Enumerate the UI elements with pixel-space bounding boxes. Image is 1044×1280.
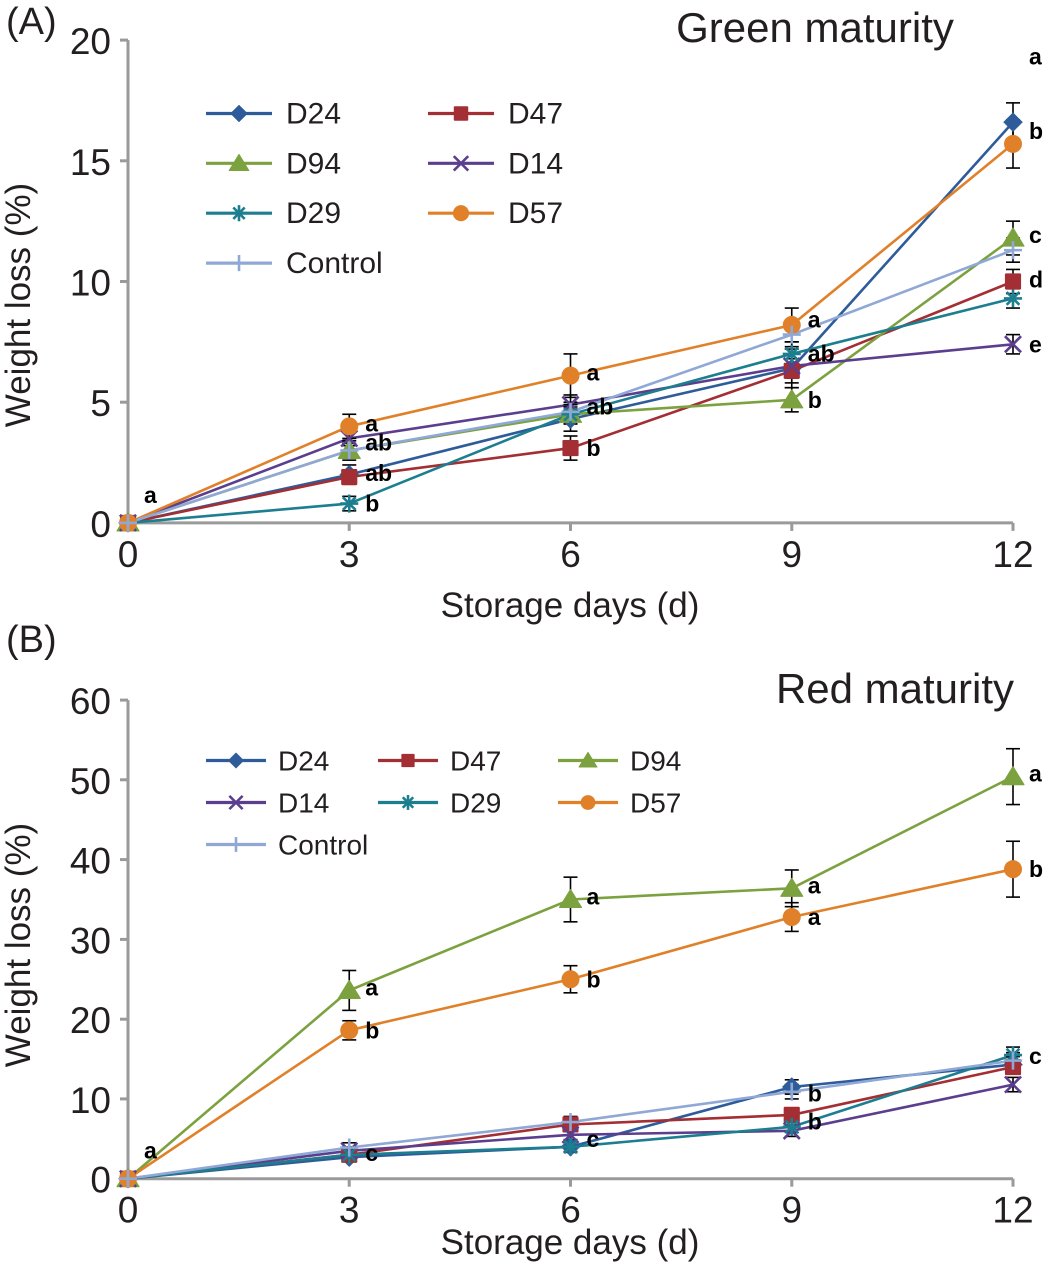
svg-text:D47: D47 <box>450 746 501 777</box>
svg-text:c: c <box>1029 222 1042 248</box>
svg-text:a: a <box>808 872 821 898</box>
svg-text:0: 0 <box>118 1190 139 1231</box>
svg-text:D24: D24 <box>286 98 341 131</box>
svg-text:D94: D94 <box>286 147 341 180</box>
svg-text:D24: D24 <box>278 746 329 777</box>
svg-text:0: 0 <box>90 504 111 545</box>
svg-text:b: b <box>587 435 601 461</box>
svg-text:a: a <box>144 1138 157 1164</box>
svg-text:D94: D94 <box>630 746 681 777</box>
svg-text:(B): (B) <box>6 619 57 661</box>
svg-text:c: c <box>365 1140 378 1166</box>
svg-text:15: 15 <box>70 142 111 183</box>
svg-text:b: b <box>365 491 379 517</box>
svg-text:Storage days (d): Storage days (d) <box>441 586 700 625</box>
svg-text:10: 10 <box>70 263 111 304</box>
svg-text:D57: D57 <box>508 197 563 230</box>
svg-text:b: b <box>365 1017 379 1043</box>
svg-text:a: a <box>365 974 378 1000</box>
svg-text:b: b <box>1029 118 1043 144</box>
svg-text:40: 40 <box>70 841 111 882</box>
svg-text:a: a <box>587 884 600 910</box>
svg-text:b: b <box>808 387 822 413</box>
svg-text:ab: ab <box>365 430 392 456</box>
svg-text:3: 3 <box>339 1190 360 1231</box>
svg-text:a: a <box>1029 43 1042 69</box>
svg-text:Control: Control <box>286 247 383 280</box>
svg-text:c: c <box>1029 1043 1042 1069</box>
svg-text:a: a <box>587 360 600 386</box>
svg-text:a: a <box>144 482 157 508</box>
svg-text:12: 12 <box>992 1190 1033 1231</box>
svg-text:20: 20 <box>70 1000 111 1041</box>
svg-text:5: 5 <box>90 383 111 424</box>
svg-text:ab: ab <box>365 460 392 486</box>
svg-text:Red maturity: Red maturity <box>776 665 1014 712</box>
svg-text:a: a <box>1029 761 1042 787</box>
svg-text:0: 0 <box>118 534 139 575</box>
svg-text:Weight loss (%): Weight loss (%) <box>0 183 38 427</box>
svg-text:b: b <box>808 1081 822 1107</box>
svg-text:60: 60 <box>70 681 111 722</box>
svg-text:D29: D29 <box>286 197 341 230</box>
svg-text:Control: Control <box>278 830 368 861</box>
svg-text:b: b <box>587 966 601 992</box>
svg-text:10: 10 <box>70 1080 111 1121</box>
svg-text:D57: D57 <box>630 788 681 819</box>
svg-text:20: 20 <box>70 21 111 62</box>
svg-text:d: d <box>1029 267 1043 293</box>
svg-text:a: a <box>808 904 821 930</box>
svg-text:b: b <box>1029 856 1043 882</box>
svg-text:ab: ab <box>808 340 835 366</box>
svg-text:50: 50 <box>70 761 111 802</box>
svg-text:30: 30 <box>70 920 111 961</box>
svg-text:D14: D14 <box>278 788 329 819</box>
svg-text:Weight loss (%): Weight loss (%) <box>0 823 38 1067</box>
svg-text:0: 0 <box>90 1160 111 1201</box>
svg-text:Green maturity: Green maturity <box>676 4 954 51</box>
svg-text:3: 3 <box>339 534 360 575</box>
svg-text:6: 6 <box>560 534 581 575</box>
svg-text:e: e <box>1029 331 1042 357</box>
svg-text:9: 9 <box>782 534 803 575</box>
svg-text:9: 9 <box>782 1190 803 1231</box>
svg-text:D14: D14 <box>508 147 563 180</box>
svg-text:12: 12 <box>992 534 1033 575</box>
svg-text:D47: D47 <box>508 98 563 131</box>
svg-text:b: b <box>808 1108 822 1134</box>
svg-text:D29: D29 <box>450 788 501 819</box>
svg-text:Storage days (d): Storage days (d) <box>441 1223 700 1262</box>
svg-text:(A): (A) <box>6 1 57 43</box>
svg-text:c: c <box>587 1126 600 1152</box>
svg-text:ab: ab <box>587 393 614 419</box>
svg-text:a: a <box>808 307 821 333</box>
